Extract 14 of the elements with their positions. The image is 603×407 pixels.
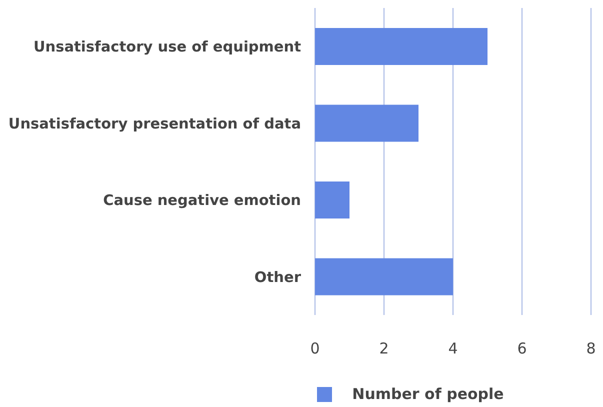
x-tick-label: 2	[379, 340, 389, 358]
bar	[315, 28, 488, 65]
y-tick-label: Unsatisfactory presentation of data	[8, 116, 301, 132]
bar	[315, 181, 350, 218]
x-tick-label: 0	[310, 340, 320, 358]
bar	[315, 104, 418, 142]
x-tick-label: 4	[448, 340, 458, 358]
x-tick-label: 6	[517, 340, 527, 358]
bar	[315, 258, 453, 296]
legend-label: Number of people	[352, 385, 504, 403]
y-tick-label: Other	[254, 270, 302, 286]
y-tick-label: Unsatisfactory use of equipment	[33, 40, 302, 56]
y-tick-label: Cause negative emotion	[103, 193, 301, 210]
x-tick-label: 8	[586, 340, 596, 358]
